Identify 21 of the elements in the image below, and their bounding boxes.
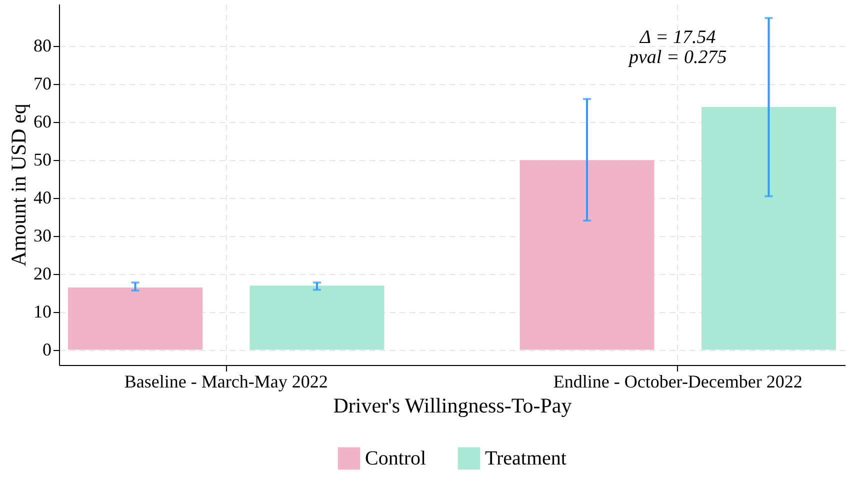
y-tick-label: 80 bbox=[34, 35, 52, 56]
legend-label: Treatment bbox=[485, 447, 567, 470]
x-tick-label: Endline - October-December 2022 bbox=[553, 372, 802, 392]
x-axis-title: Driver's Willingness-To-Pay bbox=[333, 394, 572, 418]
y-tick-label: 10 bbox=[34, 301, 52, 322]
bar bbox=[701, 106, 836, 350]
y-tick-label: 0 bbox=[42, 339, 52, 360]
annotation: Δ = 17.54 bbox=[638, 27, 716, 48]
y-axis-title: Amount in USD eq bbox=[6, 103, 30, 266]
y-tick-label: 60 bbox=[34, 111, 52, 132]
y-tick-label: 20 bbox=[34, 263, 52, 284]
y-tick-label: 40 bbox=[34, 187, 52, 208]
bar bbox=[520, 160, 654, 350]
y-tick-label: 30 bbox=[34, 225, 52, 246]
y-tick-label: 50 bbox=[34, 149, 52, 170]
x-tick-label: Baseline - March-May 2022 bbox=[124, 372, 328, 392]
legend-label: Control bbox=[365, 447, 427, 470]
annotation: pval = 0.275 bbox=[626, 47, 727, 68]
bar bbox=[68, 287, 203, 350]
y-tick-label: 70 bbox=[34, 73, 52, 94]
bar bbox=[250, 286, 384, 350]
